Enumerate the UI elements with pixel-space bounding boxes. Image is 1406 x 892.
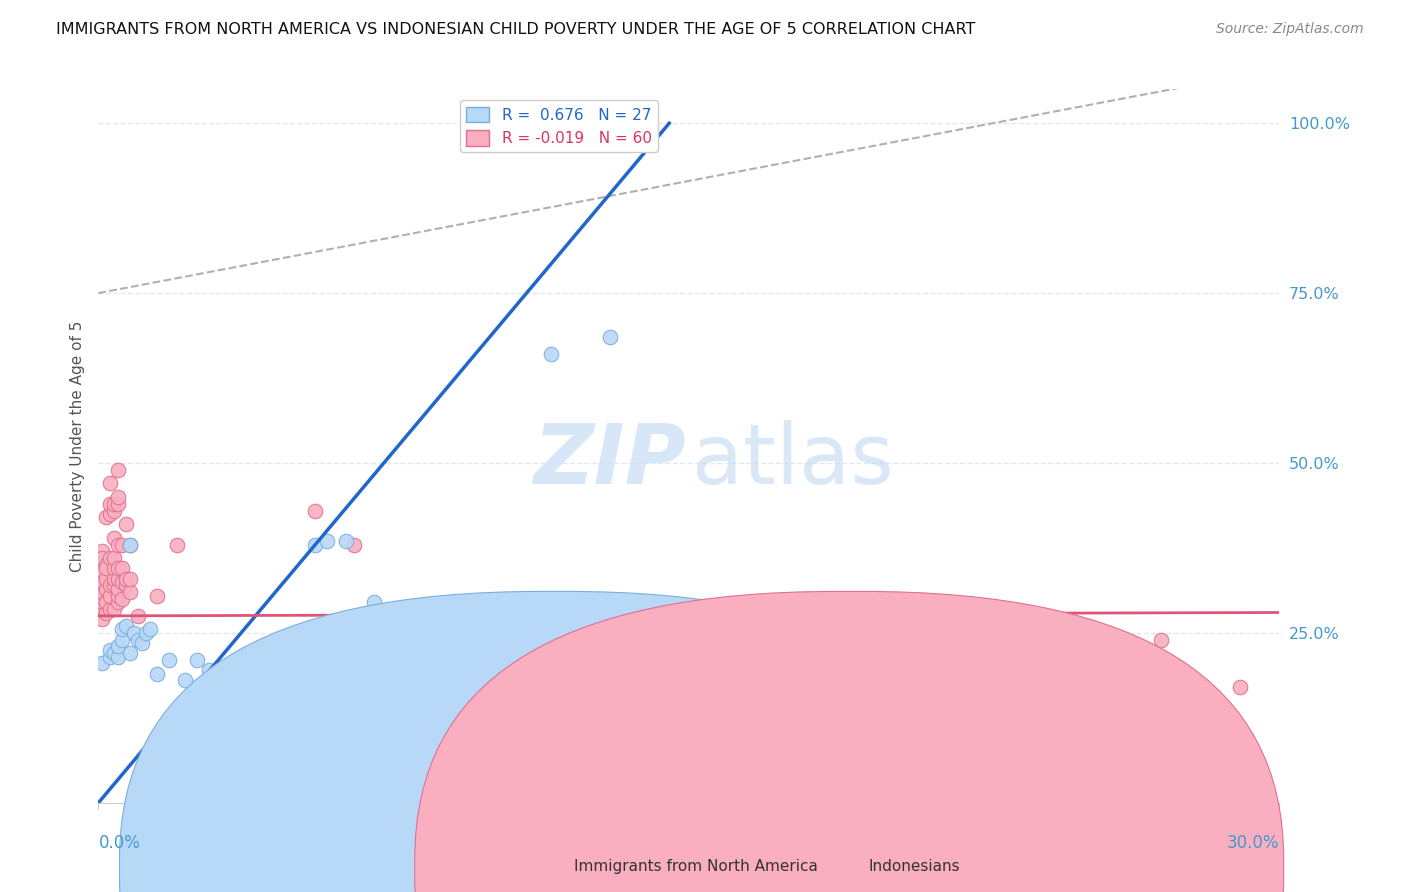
Point <box>717 666 740 681</box>
Point <box>107 649 129 664</box>
Point <box>540 347 562 361</box>
Point <box>98 602 121 616</box>
Point <box>107 640 129 654</box>
Point <box>103 497 125 511</box>
Legend: R =  0.676   N = 27, R = -0.019   N = 60: R = 0.676 N = 27, R = -0.019 N = 60 <box>460 101 658 153</box>
Text: Immigrants from North America: Immigrants from North America <box>574 859 817 873</box>
Point <box>166 537 188 551</box>
Point <box>91 551 114 566</box>
Point <box>197 663 219 677</box>
Point <box>98 507 121 521</box>
Point <box>118 585 141 599</box>
Point <box>115 572 138 586</box>
Point <box>157 653 180 667</box>
Point <box>138 623 160 637</box>
Point <box>91 595 114 609</box>
Point <box>107 463 129 477</box>
Point <box>131 636 153 650</box>
Point <box>96 510 118 524</box>
Point <box>103 503 125 517</box>
Point <box>953 663 976 677</box>
Point <box>87 602 110 616</box>
Point <box>111 561 134 575</box>
Point <box>174 673 197 688</box>
Point <box>91 565 114 579</box>
Point <box>96 572 118 586</box>
Point <box>111 623 134 637</box>
Point <box>103 602 125 616</box>
Point <box>111 574 134 589</box>
Point <box>107 582 129 596</box>
Point <box>835 649 858 664</box>
Point <box>363 595 385 609</box>
Point <box>304 537 326 551</box>
Point <box>96 582 118 596</box>
Text: ZIP: ZIP <box>533 420 685 500</box>
Point <box>1229 680 1251 694</box>
Point <box>115 517 138 532</box>
Point <box>107 595 129 609</box>
Point <box>91 657 114 671</box>
Point <box>98 497 121 511</box>
Point <box>91 612 114 626</box>
Point <box>111 632 134 647</box>
Point <box>111 591 134 606</box>
Point <box>103 551 125 566</box>
Point <box>146 589 169 603</box>
Point <box>103 578 125 592</box>
Point <box>96 595 118 609</box>
Point <box>96 606 118 620</box>
Point <box>107 537 129 551</box>
Point <box>107 589 129 603</box>
Point <box>1150 632 1173 647</box>
Point <box>91 544 114 558</box>
Point <box>343 537 366 551</box>
Point <box>146 666 169 681</box>
Point <box>98 589 121 603</box>
Point <box>91 585 114 599</box>
Point <box>127 608 149 623</box>
Point <box>118 646 141 660</box>
Point <box>1111 649 1133 664</box>
Point <box>103 531 125 545</box>
Point <box>315 534 337 549</box>
Point <box>98 643 121 657</box>
Point <box>107 490 129 504</box>
Point <box>118 537 141 551</box>
Point <box>115 578 138 592</box>
Point <box>107 572 129 586</box>
Point <box>599 330 621 344</box>
Text: Indonesians: Indonesians <box>869 859 960 873</box>
Point <box>304 503 326 517</box>
Point <box>98 649 121 664</box>
Text: 30.0%: 30.0% <box>1227 834 1279 852</box>
Point <box>98 551 121 566</box>
Y-axis label: Child Poverty Under the Age of 5: Child Poverty Under the Age of 5 <box>69 320 84 572</box>
Point <box>98 578 121 592</box>
Point <box>115 619 138 633</box>
Point <box>103 561 125 575</box>
Point <box>111 537 134 551</box>
Point <box>335 534 357 549</box>
Text: Source: ZipAtlas.com: Source: ZipAtlas.com <box>1216 22 1364 37</box>
Point <box>96 558 118 572</box>
Point <box>127 632 149 647</box>
Point <box>118 537 141 551</box>
Point <box>103 646 125 660</box>
Point <box>135 626 157 640</box>
Point <box>98 476 121 491</box>
Point <box>103 572 125 586</box>
Point <box>107 497 129 511</box>
Text: atlas: atlas <box>693 420 894 500</box>
Point <box>122 626 145 640</box>
Text: 0.0%: 0.0% <box>98 834 141 852</box>
Point <box>118 572 141 586</box>
Point <box>96 561 118 575</box>
Point <box>107 561 129 575</box>
Point <box>91 574 114 589</box>
Point <box>186 653 208 667</box>
Text: IMMIGRANTS FROM NORTH AMERICA VS INDONESIAN CHILD POVERTY UNDER THE AGE OF 5 COR: IMMIGRANTS FROM NORTH AMERICA VS INDONES… <box>56 22 976 37</box>
